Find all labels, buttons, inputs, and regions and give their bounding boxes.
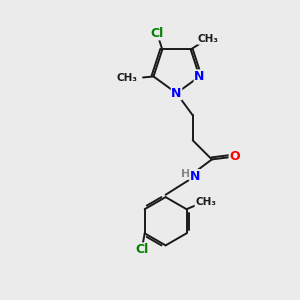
Text: H: H [181, 169, 190, 179]
Text: N: N [190, 170, 200, 183]
Text: CH₃: CH₃ [116, 73, 137, 83]
Text: Cl: Cl [135, 243, 148, 256]
Text: CH₃: CH₃ [195, 197, 216, 207]
Text: N: N [194, 70, 205, 83]
Text: O: O [229, 150, 240, 163]
Text: N: N [171, 87, 182, 100]
Text: CH₃: CH₃ [198, 34, 219, 44]
Text: Cl: Cl [150, 27, 164, 40]
